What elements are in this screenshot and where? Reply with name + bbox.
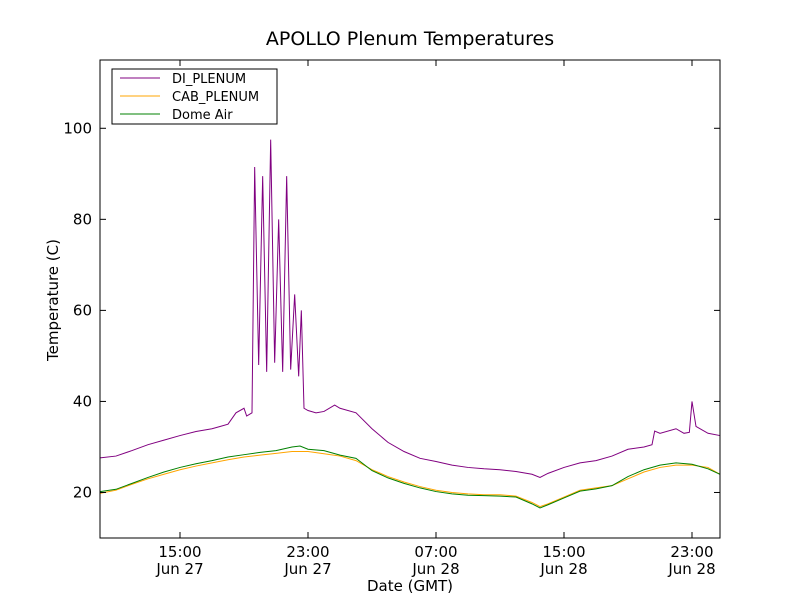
legend: DI_PLENUM CAB_PLENUM Dome Air	[111, 68, 278, 125]
y-tick-label: 40	[73, 392, 92, 410]
legend-label-1: CAB_PLENUM	[172, 90, 259, 105]
x-tick-label-date: Jun 28	[411, 560, 459, 578]
y-tick-label: 20	[73, 483, 92, 501]
x-tick-label-date: Jun 28	[667, 560, 715, 578]
legend-label-0: DI_PLENUM	[172, 72, 246, 87]
x-tick-label-date: Jun 27	[155, 560, 203, 578]
x-axis-label: Date (GMT)	[367, 577, 453, 595]
x-tick-label-date: Jun 27	[283, 560, 331, 578]
x-tick-label-time: 15:00	[158, 543, 201, 561]
plot-frame	[99, 59, 721, 539]
chart-title: APOLLO Plenum Temperatures	[266, 28, 554, 50]
y-tick-label: 100	[63, 119, 92, 137]
x-tick-label-date: Jun 28	[539, 560, 587, 578]
x-tick-label-time: 15:00	[542, 543, 585, 561]
plot-area	[99, 139, 721, 509]
legend-label-2: Dome Air	[172, 108, 233, 123]
x-tick-label-time: 23:00	[670, 543, 713, 561]
series-line-0	[99, 139, 721, 478]
series-line-1	[99, 451, 721, 508]
y-tick-label: 80	[73, 210, 92, 228]
x-tick-label-time: 23:00	[286, 543, 329, 561]
x-tick-label-time: 07:00	[414, 543, 457, 561]
y-axis-label: Temperature (C)	[44, 239, 62, 362]
series-line-2	[99, 445, 721, 509]
y-tick-label: 60	[73, 301, 92, 319]
